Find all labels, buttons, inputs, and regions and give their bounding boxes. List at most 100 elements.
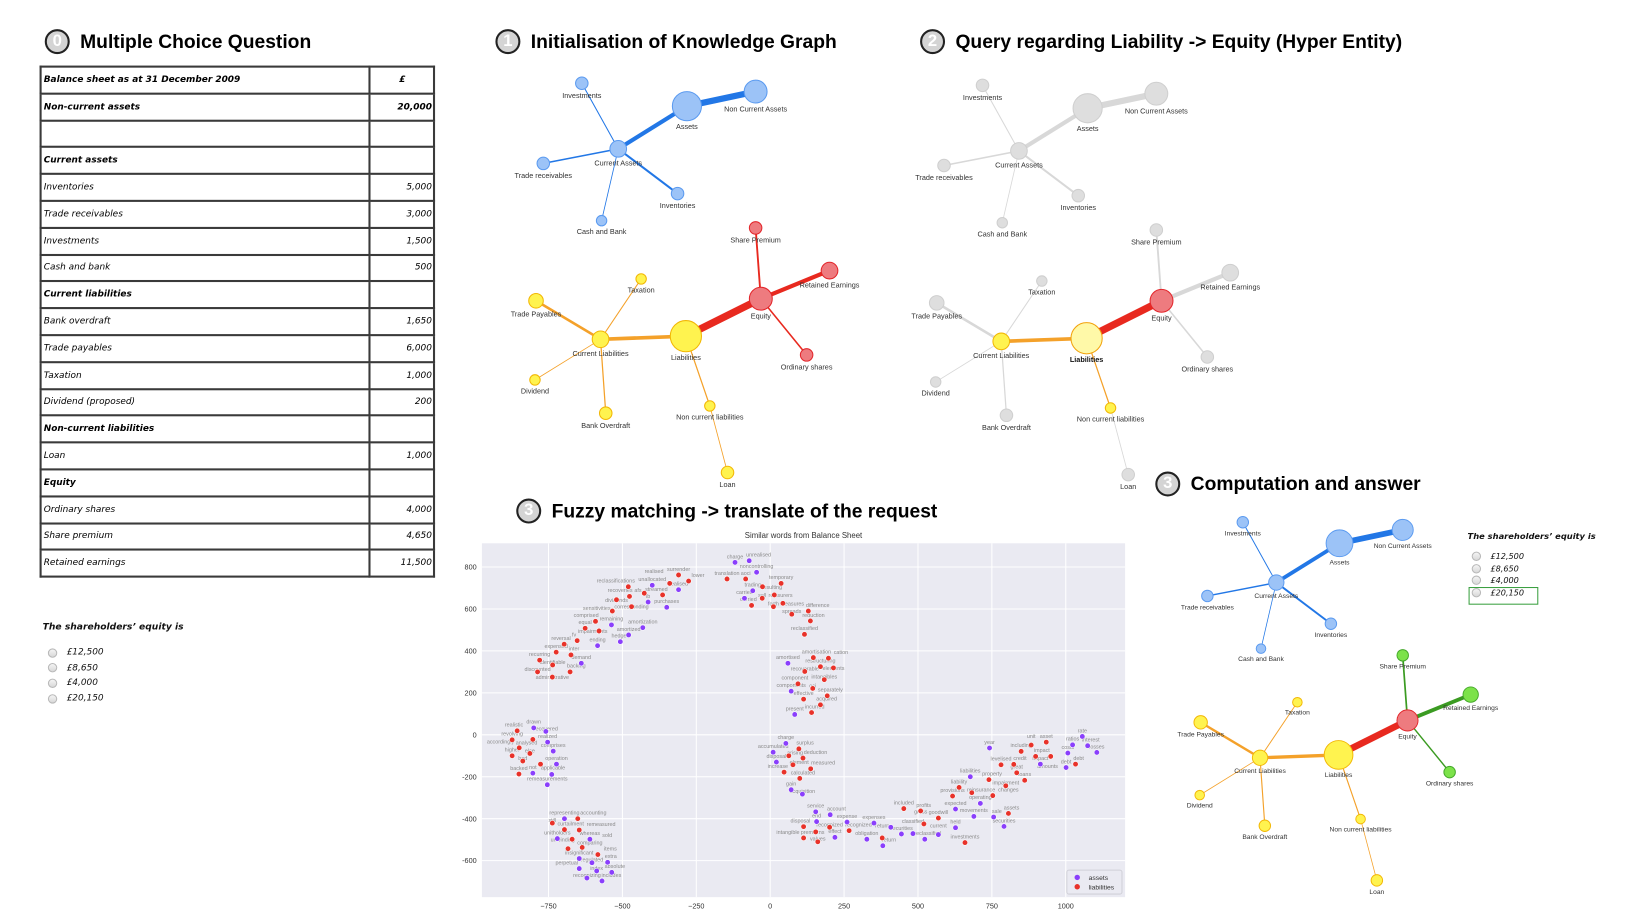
graph-node[interactable] bbox=[1258, 819, 1272, 832]
graph-node[interactable] bbox=[1194, 789, 1205, 801]
graph-node[interactable] bbox=[704, 400, 716, 412]
graph-node[interactable] bbox=[609, 139, 628, 158]
radio-button[interactable] bbox=[47, 647, 58, 658]
graph-node[interactable] bbox=[748, 221, 763, 235]
graph-node[interactable] bbox=[1323, 740, 1354, 770]
radio-button[interactable] bbox=[47, 678, 58, 688]
graph-node[interactable] bbox=[1268, 574, 1285, 591]
point-label: amortization bbox=[628, 619, 657, 625]
scatter-point bbox=[534, 668, 541, 675]
scatter-point bbox=[808, 709, 815, 716]
answer-option[interactable]: £12,500 bbox=[47, 647, 104, 658]
radio-button[interactable] bbox=[1471, 588, 1482, 598]
point-label: deduction bbox=[804, 750, 827, 756]
answer-option[interactable]: £8,650 bbox=[1471, 563, 1519, 574]
graph-node[interactable] bbox=[1221, 263, 1240, 282]
graph-node-label: Trade receivables bbox=[915, 173, 973, 182]
graph-node[interactable] bbox=[992, 332, 1011, 351]
graph-node[interactable] bbox=[820, 261, 839, 280]
graph-edge bbox=[1206, 581, 1278, 597]
graph-node[interactable] bbox=[996, 217, 1009, 229]
graph-node[interactable] bbox=[1070, 322, 1103, 355]
answer-option[interactable]: £20,150 bbox=[1471, 588, 1524, 598]
graph-node[interactable] bbox=[671, 91, 703, 122]
graph-node[interactable] bbox=[575, 76, 589, 91]
scatter-point bbox=[827, 811, 834, 818]
radio-button[interactable] bbox=[1471, 563, 1482, 574]
graph-node[interactable] bbox=[1255, 643, 1267, 654]
radio-button[interactable] bbox=[1471, 551, 1482, 561]
graph-node[interactable] bbox=[1324, 617, 1338, 630]
graph-node-label: Equity bbox=[1398, 734, 1417, 741]
answer-option[interactable]: £20,150 bbox=[47, 693, 104, 704]
graph-node[interactable] bbox=[1325, 529, 1354, 558]
answer-option[interactable]: £12,500 bbox=[1471, 551, 1524, 561]
legend-label: liabilities bbox=[1089, 884, 1115, 891]
graph-node[interactable] bbox=[1443, 765, 1456, 779]
graph-node[interactable] bbox=[748, 286, 773, 311]
point-label: held bbox=[950, 820, 960, 826]
graph-node[interactable] bbox=[536, 156, 551, 171]
point-label: translation bbox=[715, 571, 740, 577]
graph-node[interactable] bbox=[743, 79, 768, 104]
table-row: Taxation 1,000 bbox=[39, 360, 436, 390]
answer-option[interactable]: £8,650 bbox=[47, 663, 98, 673]
graph-node[interactable] bbox=[720, 465, 735, 480]
graph-node[interactable] bbox=[1391, 518, 1414, 541]
graph-node[interactable] bbox=[1121, 467, 1135, 482]
graph-node[interactable] bbox=[635, 273, 647, 285]
step-number-badge: 3 bbox=[516, 498, 542, 524]
radio-button[interactable] bbox=[47, 693, 58, 704]
radio-button[interactable] bbox=[1471, 575, 1482, 586]
graph-node[interactable] bbox=[1292, 696, 1303, 708]
point-label: surrender bbox=[667, 567, 690, 573]
graph-node[interactable] bbox=[591, 330, 610, 349]
graph-node[interactable] bbox=[1251, 749, 1269, 766]
graph-node[interactable] bbox=[1201, 589, 1214, 603]
scatter-point bbox=[1069, 741, 1076, 748]
graph-node[interactable] bbox=[799, 348, 814, 362]
section-header-3: 3 Fuzzy matching -> translate of the req… bbox=[516, 495, 937, 526]
graph-node[interactable] bbox=[1200, 350, 1215, 364]
radio-button[interactable] bbox=[47, 663, 58, 673]
graph-node[interactable] bbox=[1144, 81, 1169, 106]
legend-label: assets bbox=[1089, 875, 1109, 882]
graph-node[interactable] bbox=[1236, 516, 1250, 529]
graph-node[interactable] bbox=[528, 292, 544, 309]
graph-node[interactable] bbox=[1071, 188, 1086, 203]
point-label: account bbox=[827, 807, 846, 813]
graph-node[interactable] bbox=[929, 376, 942, 388]
graph-node[interactable] bbox=[595, 214, 608, 227]
graph-node-label: Ordinary shares bbox=[1181, 365, 1233, 374]
graph-node[interactable] bbox=[937, 158, 951, 173]
graph-node[interactable] bbox=[1149, 223, 1164, 237]
table-row: Investments 1,500 bbox=[39, 226, 436, 256]
graph-edge bbox=[1000, 280, 1043, 342]
graph-node[interactable] bbox=[669, 320, 703, 353]
graph-node[interactable] bbox=[670, 186, 685, 201]
point-label: includes bbox=[601, 873, 621, 879]
graph-node[interactable] bbox=[1104, 402, 1117, 414]
point-label: amortised bbox=[776, 655, 800, 661]
graph-node[interactable] bbox=[1396, 709, 1419, 732]
graph-node[interactable] bbox=[1193, 715, 1208, 730]
graph-node[interactable] bbox=[1370, 874, 1384, 887]
graph-node[interactable] bbox=[1072, 93, 1103, 124]
graph-node[interactable] bbox=[928, 295, 945, 311]
graph-node[interactable] bbox=[598, 406, 613, 420]
graph-node[interactable] bbox=[529, 374, 541, 386]
scatter-point bbox=[617, 638, 624, 645]
graph-node[interactable] bbox=[975, 78, 990, 93]
graph-node[interactable] bbox=[1462, 686, 1479, 703]
answer-option[interactable]: £4,000 bbox=[1471, 575, 1519, 586]
graph-node[interactable] bbox=[1010, 142, 1028, 160]
answer-option[interactable]: £4,000 bbox=[47, 678, 98, 688]
scatter-point bbox=[788, 688, 795, 695]
graph-node[interactable] bbox=[1149, 288, 1174, 313]
scatter-point bbox=[1032, 753, 1039, 760]
graph-node[interactable] bbox=[1396, 649, 1409, 662]
scatter-point bbox=[812, 808, 819, 815]
graph-node[interactable] bbox=[999, 408, 1014, 423]
graph-node[interactable] bbox=[1355, 813, 1366, 825]
graph-node[interactable] bbox=[1036, 275, 1048, 287]
